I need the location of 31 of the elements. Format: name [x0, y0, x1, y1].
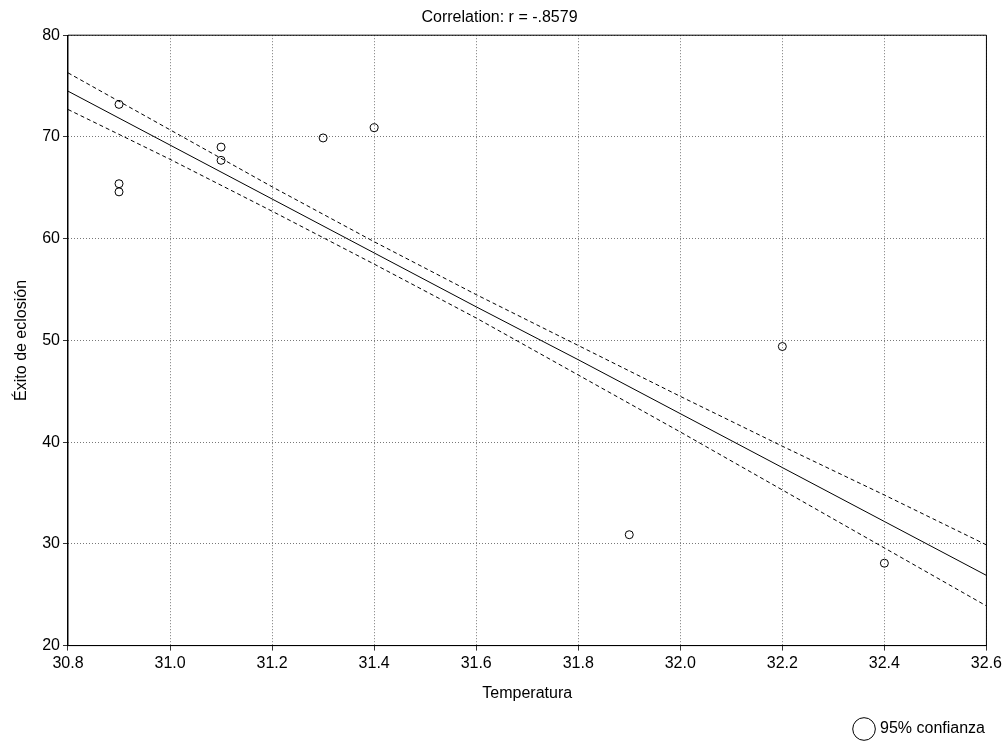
y-tick-label: 80	[42, 25, 61, 43]
point	[777, 342, 787, 351]
y-tick-label: 70	[42, 127, 61, 145]
x-tick-label: 32.0	[664, 653, 696, 671]
point	[879, 558, 889, 568]
x-tick-label: 32.2	[766, 653, 799, 671]
y-tick-label: 40	[42, 432, 61, 450]
y-tick-label: 30	[42, 534, 61, 552]
y-tick-label: 60	[42, 229, 61, 247]
x-tick-label: 31.8	[562, 653, 594, 671]
x-tick-label: 31.6	[460, 653, 492, 671]
point	[216, 142, 226, 152]
x-tick-label: 32.6	[970, 653, 1003, 671]
x-tick-label: 31.2	[256, 653, 288, 671]
point	[318, 133, 328, 143]
x-tick-label: 31.4	[358, 653, 390, 671]
y-axis-title: Éxito de eclosión	[11, 279, 30, 401]
y-tick-label: 20	[42, 636, 61, 654]
x-tick-label: 31.0	[154, 653, 186, 671]
point	[624, 530, 634, 540]
y-tick-label: 50	[42, 330, 61, 348]
legend-label: 95% confianza	[880, 719, 986, 737]
chart-title: Correlation: r = -.8579	[421, 8, 578, 26]
point	[114, 99, 124, 109]
x-tick-label: 30.8	[52, 653, 84, 671]
point	[114, 187, 124, 197]
x-axis-title: Temperatura	[482, 683, 573, 701]
point	[216, 155, 226, 165]
point	[369, 123, 379, 133]
point	[114, 179, 124, 189]
x-tick-label: 32.4	[868, 653, 901, 671]
